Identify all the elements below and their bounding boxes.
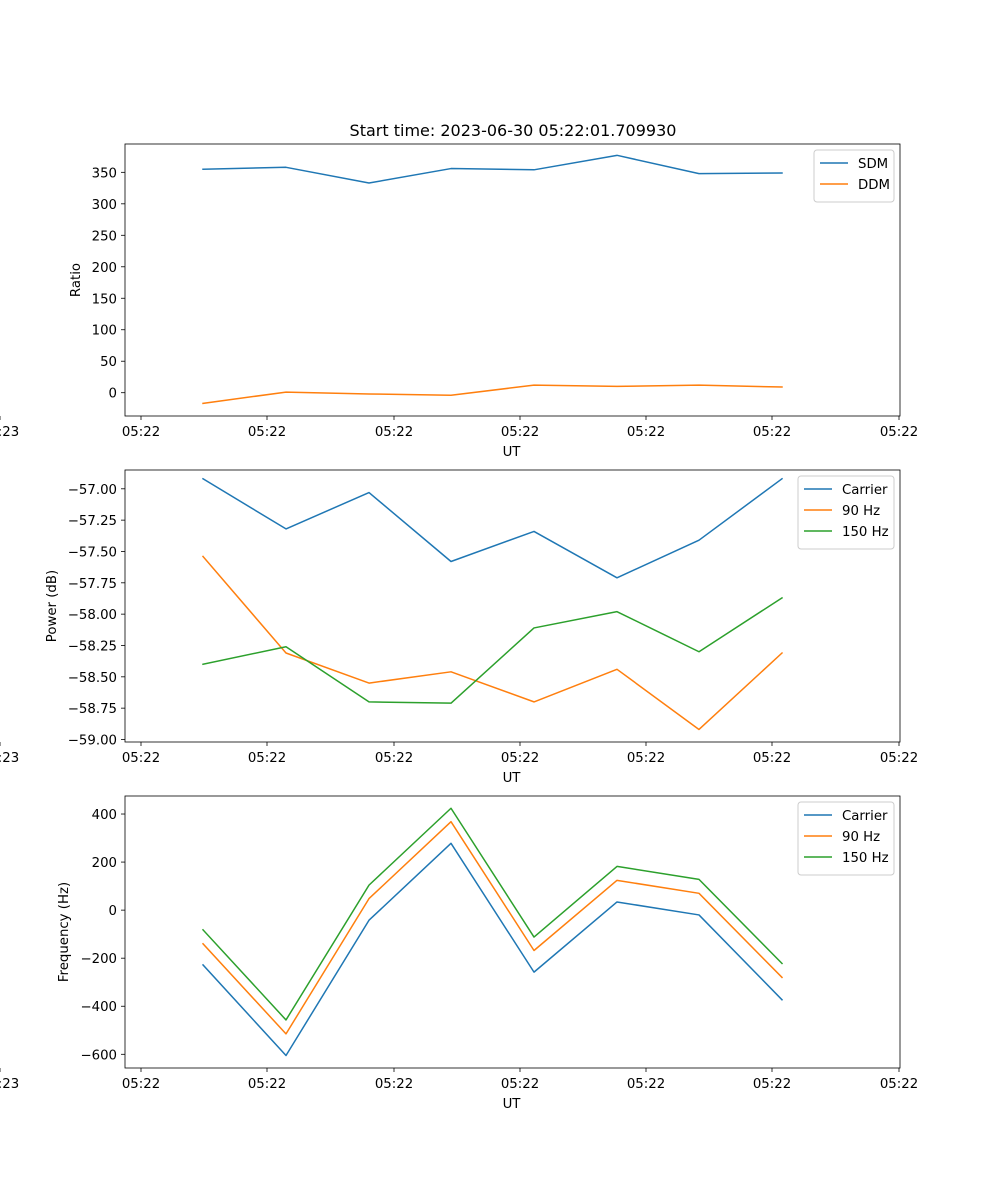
x-tick-label: 05:22 xyxy=(880,751,918,766)
y-tick-label: −600 xyxy=(80,1048,117,1063)
y-axis-label: Frequency (Hz) xyxy=(57,882,72,982)
x-tick-label: 05:22 xyxy=(501,1077,539,1092)
y-tick-label: −57.75 xyxy=(68,577,117,592)
axes-frame xyxy=(124,795,901,1069)
x-tick-label: 05:22 xyxy=(375,751,413,766)
legend-label: 90 Hz xyxy=(842,504,880,519)
y-tick-label: −200 xyxy=(80,952,117,967)
legend-label: SDM xyxy=(858,157,888,172)
y-axis-label: Ratio xyxy=(69,263,84,297)
y-tick-label: −59.00 xyxy=(68,733,117,748)
x-tick-label: 05:22 xyxy=(122,751,160,766)
y-tick-label: 350 xyxy=(92,166,117,181)
subplot-2: 05:22 05:22 05:22 05:22 05:22 05:22 05:22 05:23… xyxy=(0,469,918,786)
y-tick-label: −57.25 xyxy=(68,514,117,529)
y-tick-label: 250 xyxy=(92,229,117,244)
y-tick-label: −58.50 xyxy=(68,671,117,686)
x-tick-label: 05:22 xyxy=(627,1077,665,1092)
series-line-carrier xyxy=(201,842,784,1057)
x-tick-label: 05:22 xyxy=(753,1077,791,1092)
x-axis-label: UT xyxy=(503,1097,522,1112)
legend: Carrier 90 Hz 150 Hz xyxy=(797,475,895,550)
legend-label: 150 Hz xyxy=(842,851,889,866)
subplots: 05:22 05:22 05:22 05:22 05:22 05:22 05:22 05:23… xyxy=(0,143,918,1112)
y-tick-label: −57.00 xyxy=(68,483,117,498)
y-tick-label: 100 xyxy=(92,324,117,339)
x-axis-label: UT xyxy=(503,771,522,786)
axes-frame xyxy=(124,469,901,743)
x-tick-label: 05:22 xyxy=(122,1077,160,1092)
x-tick-label: 05:22 xyxy=(501,425,539,440)
series-line-150-hz xyxy=(202,596,784,704)
subplot-1: 05:22 05:22 05:22 05:22 05:22 05:22 05:22 05:23… xyxy=(0,143,918,460)
axes-frame xyxy=(124,143,901,417)
legend: Carrier 90 Hz 150 Hz xyxy=(797,801,895,876)
series-line-ddm xyxy=(202,384,783,405)
x-tick-label: 05:22 xyxy=(248,751,286,766)
x-tick-label: 05:22 xyxy=(880,1077,918,1092)
y-tick-label: 400 xyxy=(92,808,117,823)
y-tick-label: 200 xyxy=(92,856,117,871)
subplot-3: 05:22 05:22 05:22 05:22 05:22 05:22 05:22 05:23… xyxy=(0,795,918,1112)
y-axis-label: Power (dB) xyxy=(45,570,60,642)
x-tick-label: 05:22 xyxy=(753,751,791,766)
x-tick-label: 05:22 xyxy=(501,751,539,766)
y-tick-label: 50 xyxy=(100,355,117,370)
x-tick-label: 05:22 xyxy=(880,425,918,440)
series-line-150-hz xyxy=(201,807,784,1021)
legend-label: 150 Hz xyxy=(842,525,889,540)
x-tick-label: 05:22 xyxy=(248,425,286,440)
y-tick-label: 300 xyxy=(92,198,117,213)
y-tick-label: −58.75 xyxy=(68,702,117,717)
legend: SDM DDM xyxy=(813,149,895,203)
x-tick-label: 05:22 xyxy=(375,425,413,440)
x-tick-label: 05:22 xyxy=(122,425,160,440)
y-tick-label: 200 xyxy=(92,261,117,276)
x-tick-label: 05:22 xyxy=(627,425,665,440)
y-tick-label: −58.00 xyxy=(68,608,117,623)
legend-label: DDM xyxy=(858,178,890,193)
y-tick-label: 0 xyxy=(109,904,117,919)
series-line-carrier xyxy=(201,477,784,579)
figure-title: Start time: 2023-06-30 05:22:01.709930 xyxy=(350,121,677,140)
series-line-90-hz xyxy=(201,820,784,1035)
x-tick-label: 05:23 xyxy=(0,425,19,440)
legend-label: Carrier xyxy=(842,809,888,824)
series-line-sdm xyxy=(202,154,783,184)
series-line-90-hz xyxy=(201,555,784,731)
x-tick-label: 05:23 xyxy=(0,1077,19,1092)
x-axis-label: UT xyxy=(503,445,522,460)
y-tick-label: −400 xyxy=(80,1000,117,1015)
y-tick-label: 150 xyxy=(92,292,117,307)
x-tick-label: 05:23 xyxy=(0,751,19,766)
x-tick-label: 05:22 xyxy=(627,751,665,766)
x-tick-label: 05:22 xyxy=(375,1077,413,1092)
legend-label: 90 Hz xyxy=(842,830,880,845)
x-tick-label: 05:22 xyxy=(248,1077,286,1092)
x-tick-label: 05:22 xyxy=(753,425,791,440)
y-tick-label: 0 xyxy=(109,387,117,402)
legend-label: Carrier xyxy=(842,483,888,498)
y-tick-label: −57.50 xyxy=(68,545,117,560)
y-tick-label: −58.25 xyxy=(68,639,117,654)
